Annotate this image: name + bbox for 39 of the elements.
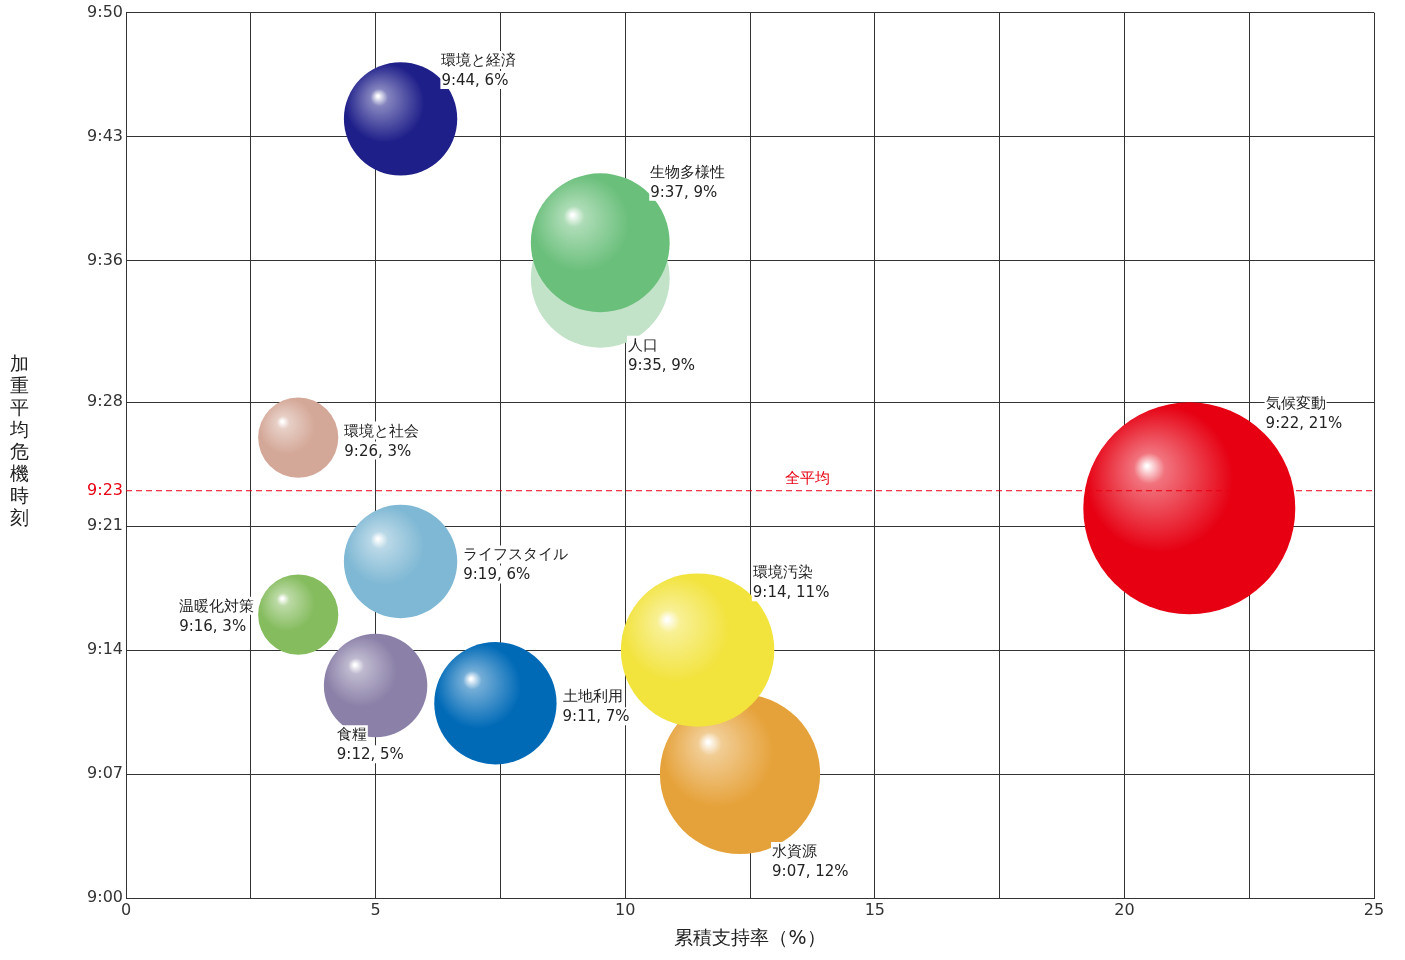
x-axis-title: 累積支持率（%） [674,925,826,948]
y-tick-label: 9:07 [87,763,123,783]
data-label: 9:37, 9% [650,182,718,201]
data-label: 9:14, 11% [752,583,830,602]
data-label: 9:07, 12% [772,862,849,881]
ref-line-label: 全平均 [784,468,830,487]
y-tick-label: 9:00 [87,887,123,907]
series-label: 土地利用 [562,687,623,706]
series-label: 人口 [628,335,659,354]
series-label: 環境と経済 [441,51,517,69]
series-label: 食糧 [336,725,367,744]
y-tick-label: 9:23 [87,479,123,499]
data-label: 9:35, 9% [628,355,696,374]
y-tick-label: 9:36 [87,249,123,269]
data-label: 9:11, 7% [562,707,630,726]
y-tick-label: 9:43 [87,125,123,145]
series-label: 水資源 [772,842,818,861]
y-tick-label: 9:21 [87,515,123,535]
series-label: 環境汚染 [752,563,813,582]
series-label: ライフスタイル [463,545,569,564]
x-tick-label: 5 [370,899,381,919]
data-label: 9:44, 6% [441,71,509,89]
series-label: 気候変動 [1265,393,1326,412]
series-label: 温暖化対策 [179,596,255,615]
y-axis-title: 加重平均危機時刻 [10,352,30,528]
series-label: 生物多様性 [650,162,726,181]
x-tick-label: 15 [864,899,885,919]
y-tick-label: 9:14 [87,639,123,659]
data-label: 9:26, 3% [344,441,412,460]
x-tick-label: 25 [1363,899,1385,919]
y-tick-label: 9:28 [87,391,123,411]
y-tick-label: 9:50 [87,1,123,21]
data-label: 9:12, 5% [336,745,404,764]
data-label: 9:22, 21% [1265,413,1343,432]
x-tick-label: 20 [1114,899,1135,919]
x-tick-label: 10 [615,899,636,919]
data-label: 9:19, 6% [463,565,531,584]
data-label: 9:16, 3% [179,616,247,635]
series-label: 環境と社会 [344,421,420,440]
